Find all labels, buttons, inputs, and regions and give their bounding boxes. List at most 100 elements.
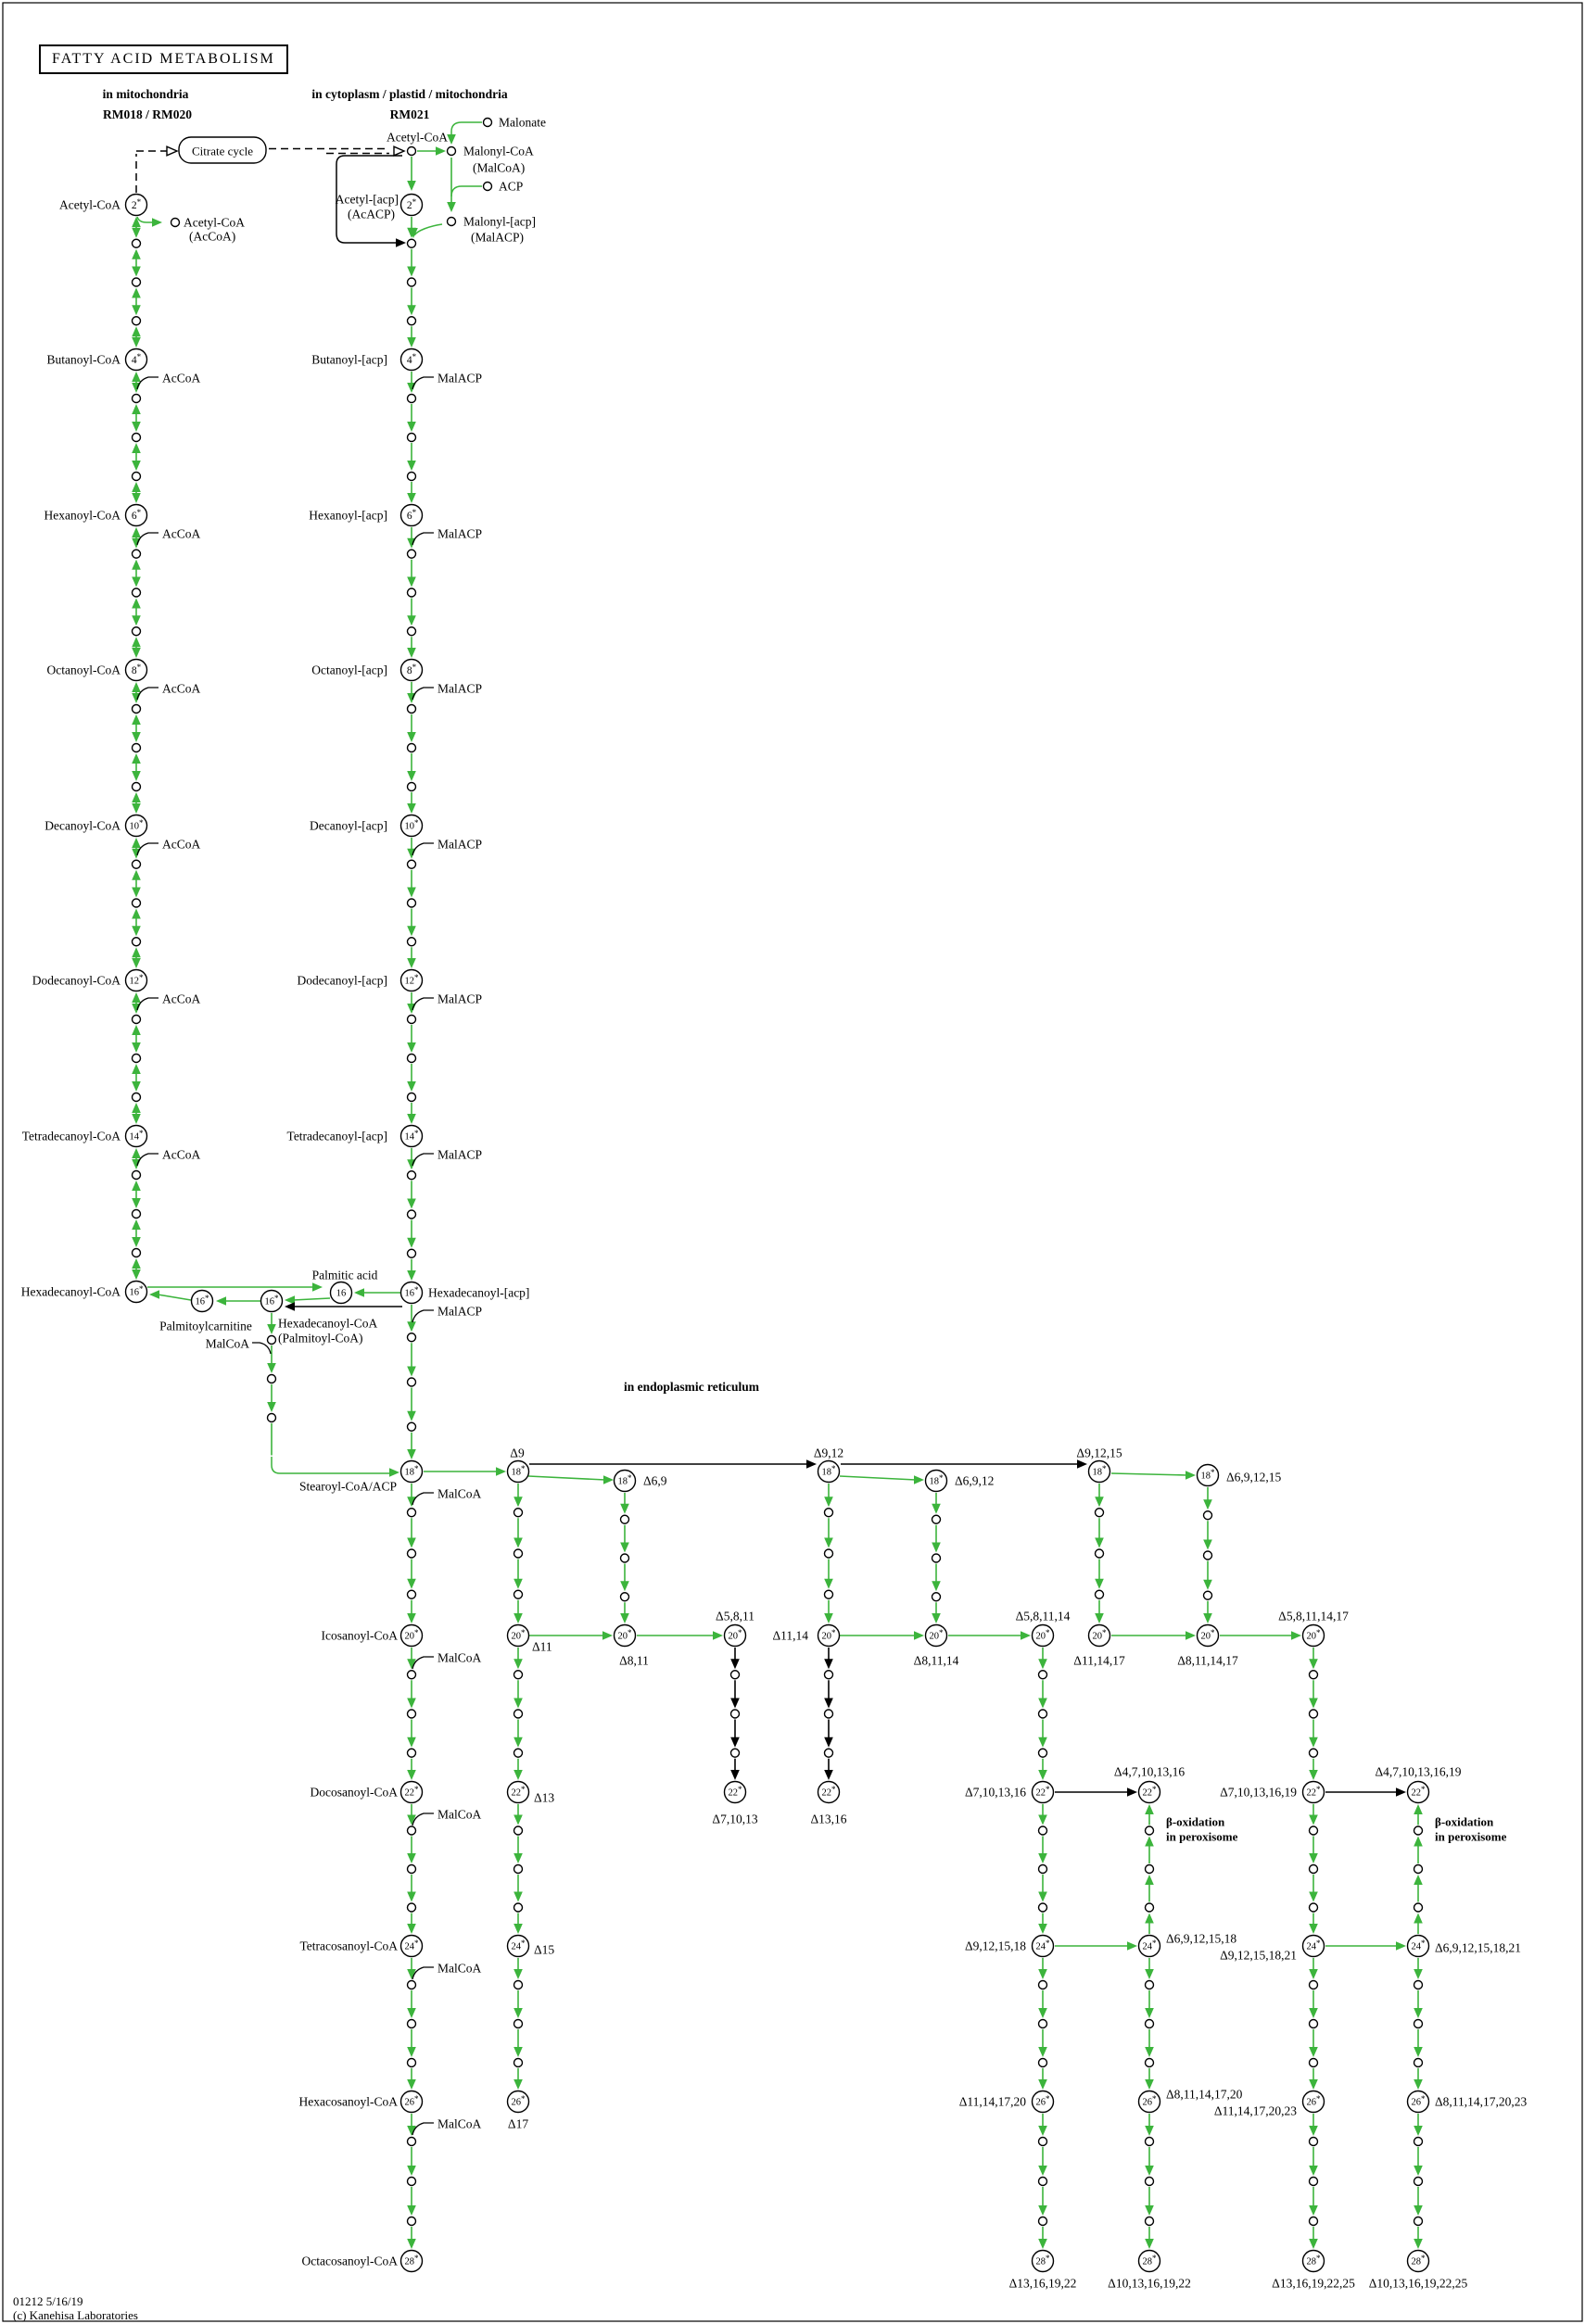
intermediate-compound-node[interactable] bbox=[266, 1412, 277, 1423]
intermediate-compound-node[interactable] bbox=[131, 781, 142, 792]
intermediate-compound-node[interactable] bbox=[131, 898, 142, 908]
intermediate-compound-node[interactable] bbox=[729, 1748, 741, 1758]
node-hexanoyl-acp[interactable] bbox=[399, 503, 424, 527]
intermediate-compound-node[interactable] bbox=[1202, 1510, 1213, 1521]
intermediate-compound-node[interactable] bbox=[619, 1592, 630, 1602]
node-dodecanoyl-coa[interactable] bbox=[124, 968, 148, 992]
intermediate-compound-node[interactable] bbox=[931, 1514, 942, 1524]
intermediate-compound-node[interactable] bbox=[131, 1208, 142, 1219]
node-c24-delta6-9-12-15-18-21[interactable] bbox=[1406, 1934, 1430, 1958]
intermediate-compound-node[interactable] bbox=[1144, 2176, 1155, 2187]
intermediate-compound-node[interactable] bbox=[823, 1508, 834, 1518]
intermediate-compound-node[interactable] bbox=[406, 2216, 417, 2227]
node-palmitic-acid[interactable] bbox=[329, 1281, 353, 1305]
node-c22-delta13[interactable] bbox=[506, 1780, 530, 1804]
intermediate-compound-node[interactable] bbox=[406, 742, 417, 753]
intermediate-compound-node[interactable] bbox=[131, 432, 142, 443]
intermediate-compound-node[interactable] bbox=[1144, 1902, 1155, 1913]
intermediate-compound-node[interactable] bbox=[131, 1169, 142, 1181]
intermediate-compound-node[interactable] bbox=[406, 277, 417, 287]
node-c22-delta7-10-13-16[interactable] bbox=[1031, 1780, 1055, 1804]
intermediate-compound-node[interactable] bbox=[406, 781, 417, 792]
intermediate-compound-node[interactable] bbox=[513, 1508, 524, 1518]
intermediate-compound-node[interactable] bbox=[823, 1709, 834, 1719]
node-acetyl-coa-mito[interactable] bbox=[124, 193, 148, 217]
intermediate-compound-node[interactable] bbox=[1308, 2216, 1319, 2227]
intermediate-compound-node[interactable] bbox=[1144, 1863, 1155, 1875]
intermediate-compound-node[interactable] bbox=[406, 1209, 417, 1219]
intermediate-compound-node[interactable] bbox=[406, 316, 417, 326]
node-octacosanoyl-coa[interactable] bbox=[399, 2249, 424, 2273]
node-c20-delta5-8-11[interactable] bbox=[723, 1623, 747, 1648]
intermediate-compound-node[interactable] bbox=[266, 1334, 277, 1345]
node-hexadecanoyl-acp[interactable] bbox=[399, 1281, 424, 1305]
intermediate-compound-node[interactable] bbox=[1308, 1825, 1319, 1836]
intermediate-compound-node[interactable] bbox=[131, 316, 142, 326]
intermediate-compound-node[interactable] bbox=[406, 1709, 417, 1719]
intermediate-compound-node[interactable] bbox=[1413, 1825, 1424, 1836]
intermediate-compound-node[interactable] bbox=[513, 1863, 524, 1875]
intermediate-compound-node[interactable] bbox=[1144, 2018, 1155, 2029]
intermediate-compound-node[interactable] bbox=[1037, 1748, 1048, 1758]
intermediate-compound-node[interactable] bbox=[131, 1092, 142, 1103]
node-c28-delta13-16-19-22-25[interactable] bbox=[1301, 2249, 1325, 2273]
node-hexadecanoyl-coa[interactable] bbox=[124, 1280, 148, 1304]
intermediate-compound-node[interactable] bbox=[1037, 1902, 1048, 1913]
intermediate-compound-node[interactable] bbox=[1094, 1508, 1105, 1518]
intermediate-compound-node[interactable] bbox=[406, 859, 417, 869]
intermediate-compound-node[interactable] bbox=[823, 1589, 834, 1599]
intermediate-compound-node[interactable] bbox=[131, 471, 142, 482]
intermediate-compound-node[interactable] bbox=[406, 703, 417, 714]
node-c22-delta7-10-13[interactable] bbox=[723, 1780, 747, 1804]
intermediate-compound-node[interactable] bbox=[1308, 1709, 1319, 1719]
intermediate-compound-node[interactable] bbox=[406, 1508, 417, 1518]
intermediate-compound-node[interactable] bbox=[513, 1825, 524, 1836]
intermediate-compound-node[interactable] bbox=[1308, 1670, 1319, 1680]
node-c20-delta11[interactable] bbox=[506, 1623, 530, 1648]
intermediate-compound-node[interactable] bbox=[931, 1592, 942, 1602]
intermediate-compound-node[interactable] bbox=[406, 432, 417, 443]
intermediate-compound-node[interactable] bbox=[131, 1247, 142, 1258]
intermediate-compound-node[interactable] bbox=[1413, 2176, 1424, 2187]
node-stearoyl-coa-acp[interactable] bbox=[399, 1459, 424, 1484]
node-c26-delta17[interactable] bbox=[506, 2090, 530, 2114]
node-octanoyl-acp[interactable] bbox=[399, 658, 424, 682]
intermediate-compound-node[interactable] bbox=[406, 1333, 417, 1343]
intermediate-compound-node[interactable] bbox=[729, 1670, 741, 1680]
node-c18-delta9[interactable] bbox=[506, 1459, 530, 1484]
intermediate-compound-node[interactable] bbox=[131, 1014, 142, 1025]
node-c24-delta15[interactable] bbox=[506, 1934, 530, 1958]
intermediate-compound-node[interactable] bbox=[1037, 1863, 1048, 1875]
intermediate-compound-node[interactable] bbox=[1413, 1979, 1424, 1990]
intermediate-compound-node[interactable] bbox=[729, 1709, 741, 1719]
intermediate-compound-node[interactable] bbox=[406, 1589, 417, 1599]
intermediate-compound-node[interactable] bbox=[1144, 2216, 1155, 2227]
node-c20-delta5-8-11-14-17[interactable] bbox=[1301, 1623, 1325, 1648]
intermediate-compound-node[interactable] bbox=[406, 1902, 417, 1913]
intermediate-compound-node[interactable] bbox=[1202, 1590, 1213, 1600]
node-icosanoyl-coa[interactable] bbox=[399, 1623, 424, 1648]
intermediate-compound-node[interactable] bbox=[406, 626, 417, 637]
node-c20-delta8-11[interactable] bbox=[613, 1623, 637, 1648]
node-octanoyl-coa[interactable] bbox=[124, 658, 148, 682]
node-c20-delta11-14-17[interactable] bbox=[1087, 1623, 1111, 1648]
intermediate-compound-node[interactable] bbox=[406, 1170, 417, 1181]
intermediate-compound-node[interactable] bbox=[131, 277, 142, 287]
intermediate-compound-node[interactable] bbox=[406, 393, 417, 404]
intermediate-compound-node[interactable] bbox=[406, 1053, 417, 1064]
intermediate-compound-node[interactable] bbox=[1308, 2018, 1319, 2029]
malonyl-coa-node[interactable] bbox=[446, 145, 457, 157]
intermediate-compound-node[interactable] bbox=[1144, 1979, 1155, 1990]
intermediate-compound-node[interactable] bbox=[823, 1670, 834, 1680]
intermediate-compound-node[interactable] bbox=[513, 2018, 524, 2029]
intermediate-compound-node[interactable] bbox=[406, 1825, 417, 1836]
intermediate-compound-node[interactable] bbox=[406, 1377, 417, 1387]
intermediate-compound-node[interactable] bbox=[406, 587, 417, 598]
node-decanoyl-acp[interactable] bbox=[399, 814, 424, 838]
intermediate-compound-node[interactable] bbox=[619, 1514, 630, 1524]
intermediate-compound-node[interactable] bbox=[131, 587, 142, 598]
node-c28-delta10-13-16-19-22-25[interactable] bbox=[1406, 2249, 1430, 2273]
intermediate-compound-node[interactable] bbox=[513, 1902, 524, 1913]
intermediate-compound-node[interactable] bbox=[1413, 2018, 1424, 2029]
node-c18-delta6-9[interactable] bbox=[613, 1469, 637, 1493]
